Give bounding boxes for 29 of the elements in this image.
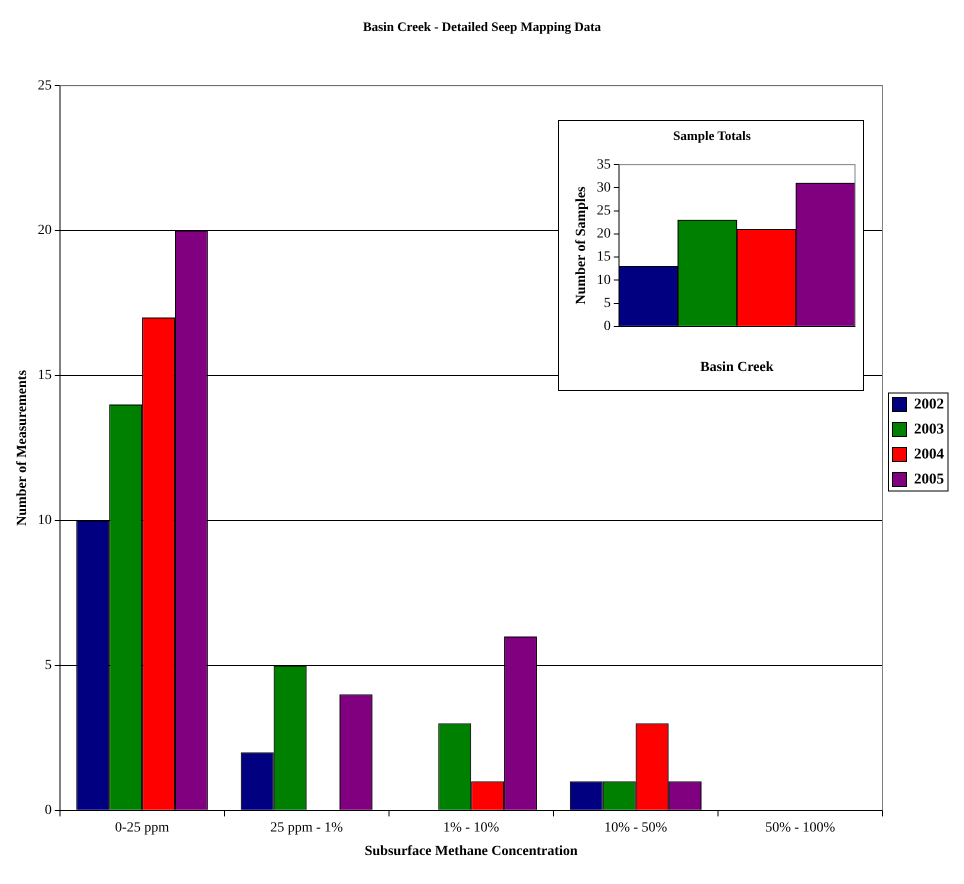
x-tick-label: 1% - 10%: [443, 820, 500, 836]
chart-title: Basin Creek - Detailed Seep Mapping Data: [362, 19, 602, 34]
y-axis-title: Number of Samples: [574, 186, 590, 304]
x-axis-title: Subsurface Methane Concentration: [364, 844, 578, 860]
x-tick-label: 25 ppm - 1%: [270, 820, 344, 836]
y-tick-label: 0: [604, 319, 611, 334]
y-tick-label: 30: [596, 180, 611, 196]
y-tick-label: 20: [596, 226, 611, 242]
y-tick-label: 25: [596, 204, 611, 218]
x-tick-label: 10% - 50%: [604, 820, 668, 836]
y-tick-label: 10: [596, 272, 611, 288]
y-tick-label: 5: [44, 658, 52, 674]
x-tick-label: 0-25 ppm: [115, 820, 170, 836]
y-tick-label: 15: [596, 250, 611, 265]
x-axis-title: Basin Creek: [700, 360, 774, 376]
legend-label: 2003: [914, 421, 944, 438]
legend-label: 2002: [914, 396, 944, 412]
y-tick-label: 35: [596, 157, 611, 172]
y-tick-label: 20: [38, 223, 52, 238]
y-tick-label: 0: [44, 803, 52, 818]
legend-label: 2004: [914, 446, 944, 462]
y-tick-label: 10: [38, 513, 52, 528]
y-tick-label: 5: [604, 296, 611, 311]
legend-label: 2005: [914, 471, 944, 488]
chart-title: Sample Totals: [673, 128, 751, 144]
y-tick-label: 25: [38, 78, 52, 94]
y-axis-title: Number of Measurements: [15, 370, 30, 526]
y-tick-label: 15: [38, 368, 52, 384]
x-tick-label: 50% - 100%: [765, 820, 836, 836]
